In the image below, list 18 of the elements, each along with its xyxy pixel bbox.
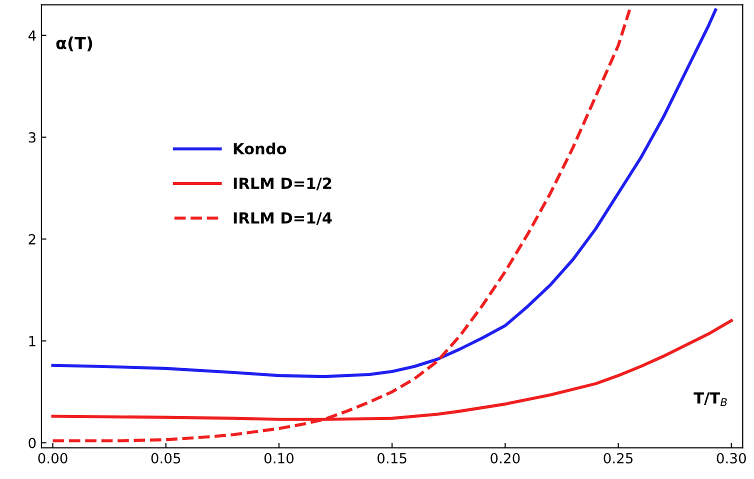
x-tick-label: 0.25 — [604, 452, 633, 464]
y-tick-label: 3 — [28, 132, 36, 143]
x-tick-label: 0.30 — [716, 452, 746, 464]
x-tick-label: 0.00 — [38, 452, 68, 464]
x-tick-label: 0.10 — [264, 452, 294, 464]
y-tick-label: 4 — [28, 30, 36, 41]
legend-label: IRLM D=1/4 — [234, 212, 332, 225]
legend-label: Kondo — [234, 142, 286, 154]
y-axis-title: α(T) — [56, 36, 92, 52]
x-tick-label: 0.15 — [378, 452, 406, 464]
y-tick-label: 0 — [28, 438, 36, 448]
y-tick-label: 2 — [28, 234, 36, 244]
legend-label: IRLM D=1/2 — [234, 178, 332, 190]
x-axis-title: T/T$_{B}$ — [694, 392, 727, 406]
y-tick-label: 1 — [29, 336, 36, 346]
line-series — [51, 8, 718, 378]
x-tick-label: 0.05 — [151, 452, 180, 464]
x-tick-label: 0.20 — [490, 452, 520, 464]
